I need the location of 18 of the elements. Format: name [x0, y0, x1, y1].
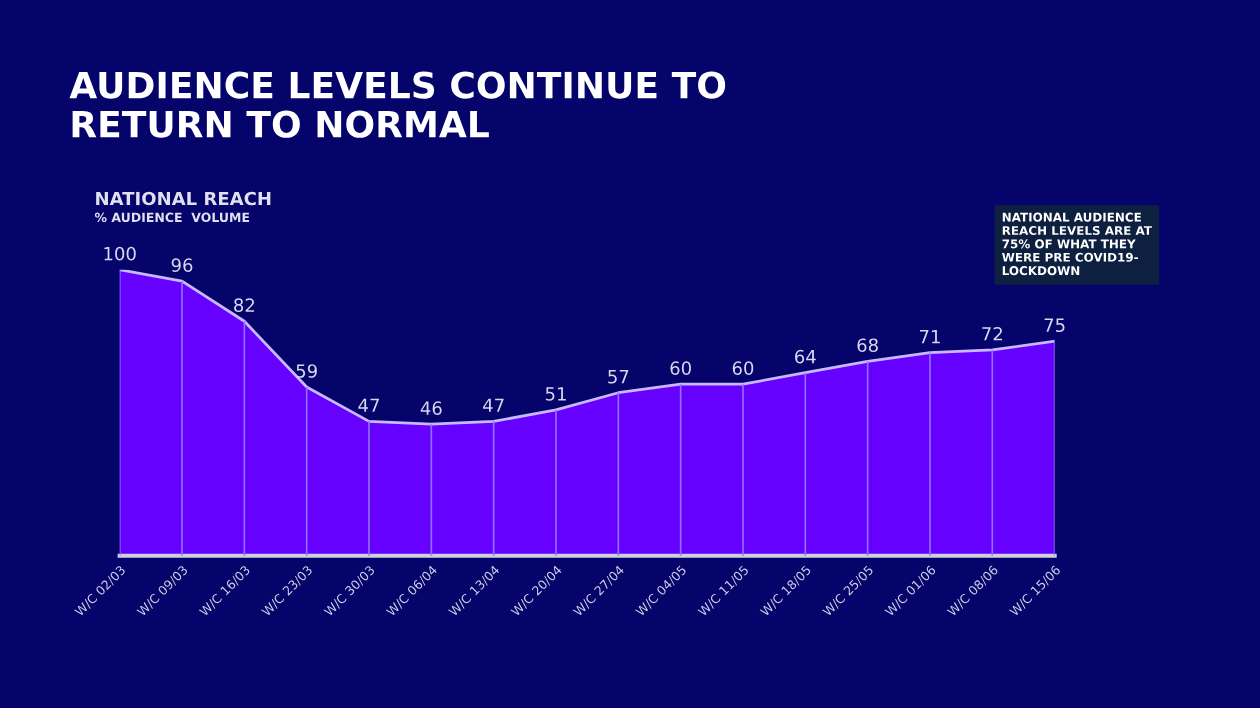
chart-subtitle: NATIONAL REACH — [96, 191, 271, 206]
data-label: 100 — [104, 246, 136, 261]
data-label: 57 — [608, 370, 629, 384]
data-label: 46 — [420, 401, 442, 415]
chart-title: AUDIENCE LEVELS CONTINUE TO RETURN TO NORMAL — [69, 71, 726, 138]
data-label: 60 — [732, 361, 754, 375]
data-label: 71 — [919, 330, 940, 344]
data-label: 60 — [670, 361, 691, 375]
data-label: 75 — [1044, 318, 1065, 333]
data-label: 51 — [545, 387, 566, 401]
data-label: 82 — [234, 298, 255, 313]
data-label: 47 — [358, 398, 379, 412]
data-label: 96 — [171, 258, 193, 272]
data-label: 47 — [483, 398, 504, 412]
data-label: 72 — [982, 326, 1002, 341]
data-label: 68 — [857, 338, 878, 353]
data-label: 59 — [296, 364, 317, 378]
data-label: 64 — [795, 349, 816, 364]
